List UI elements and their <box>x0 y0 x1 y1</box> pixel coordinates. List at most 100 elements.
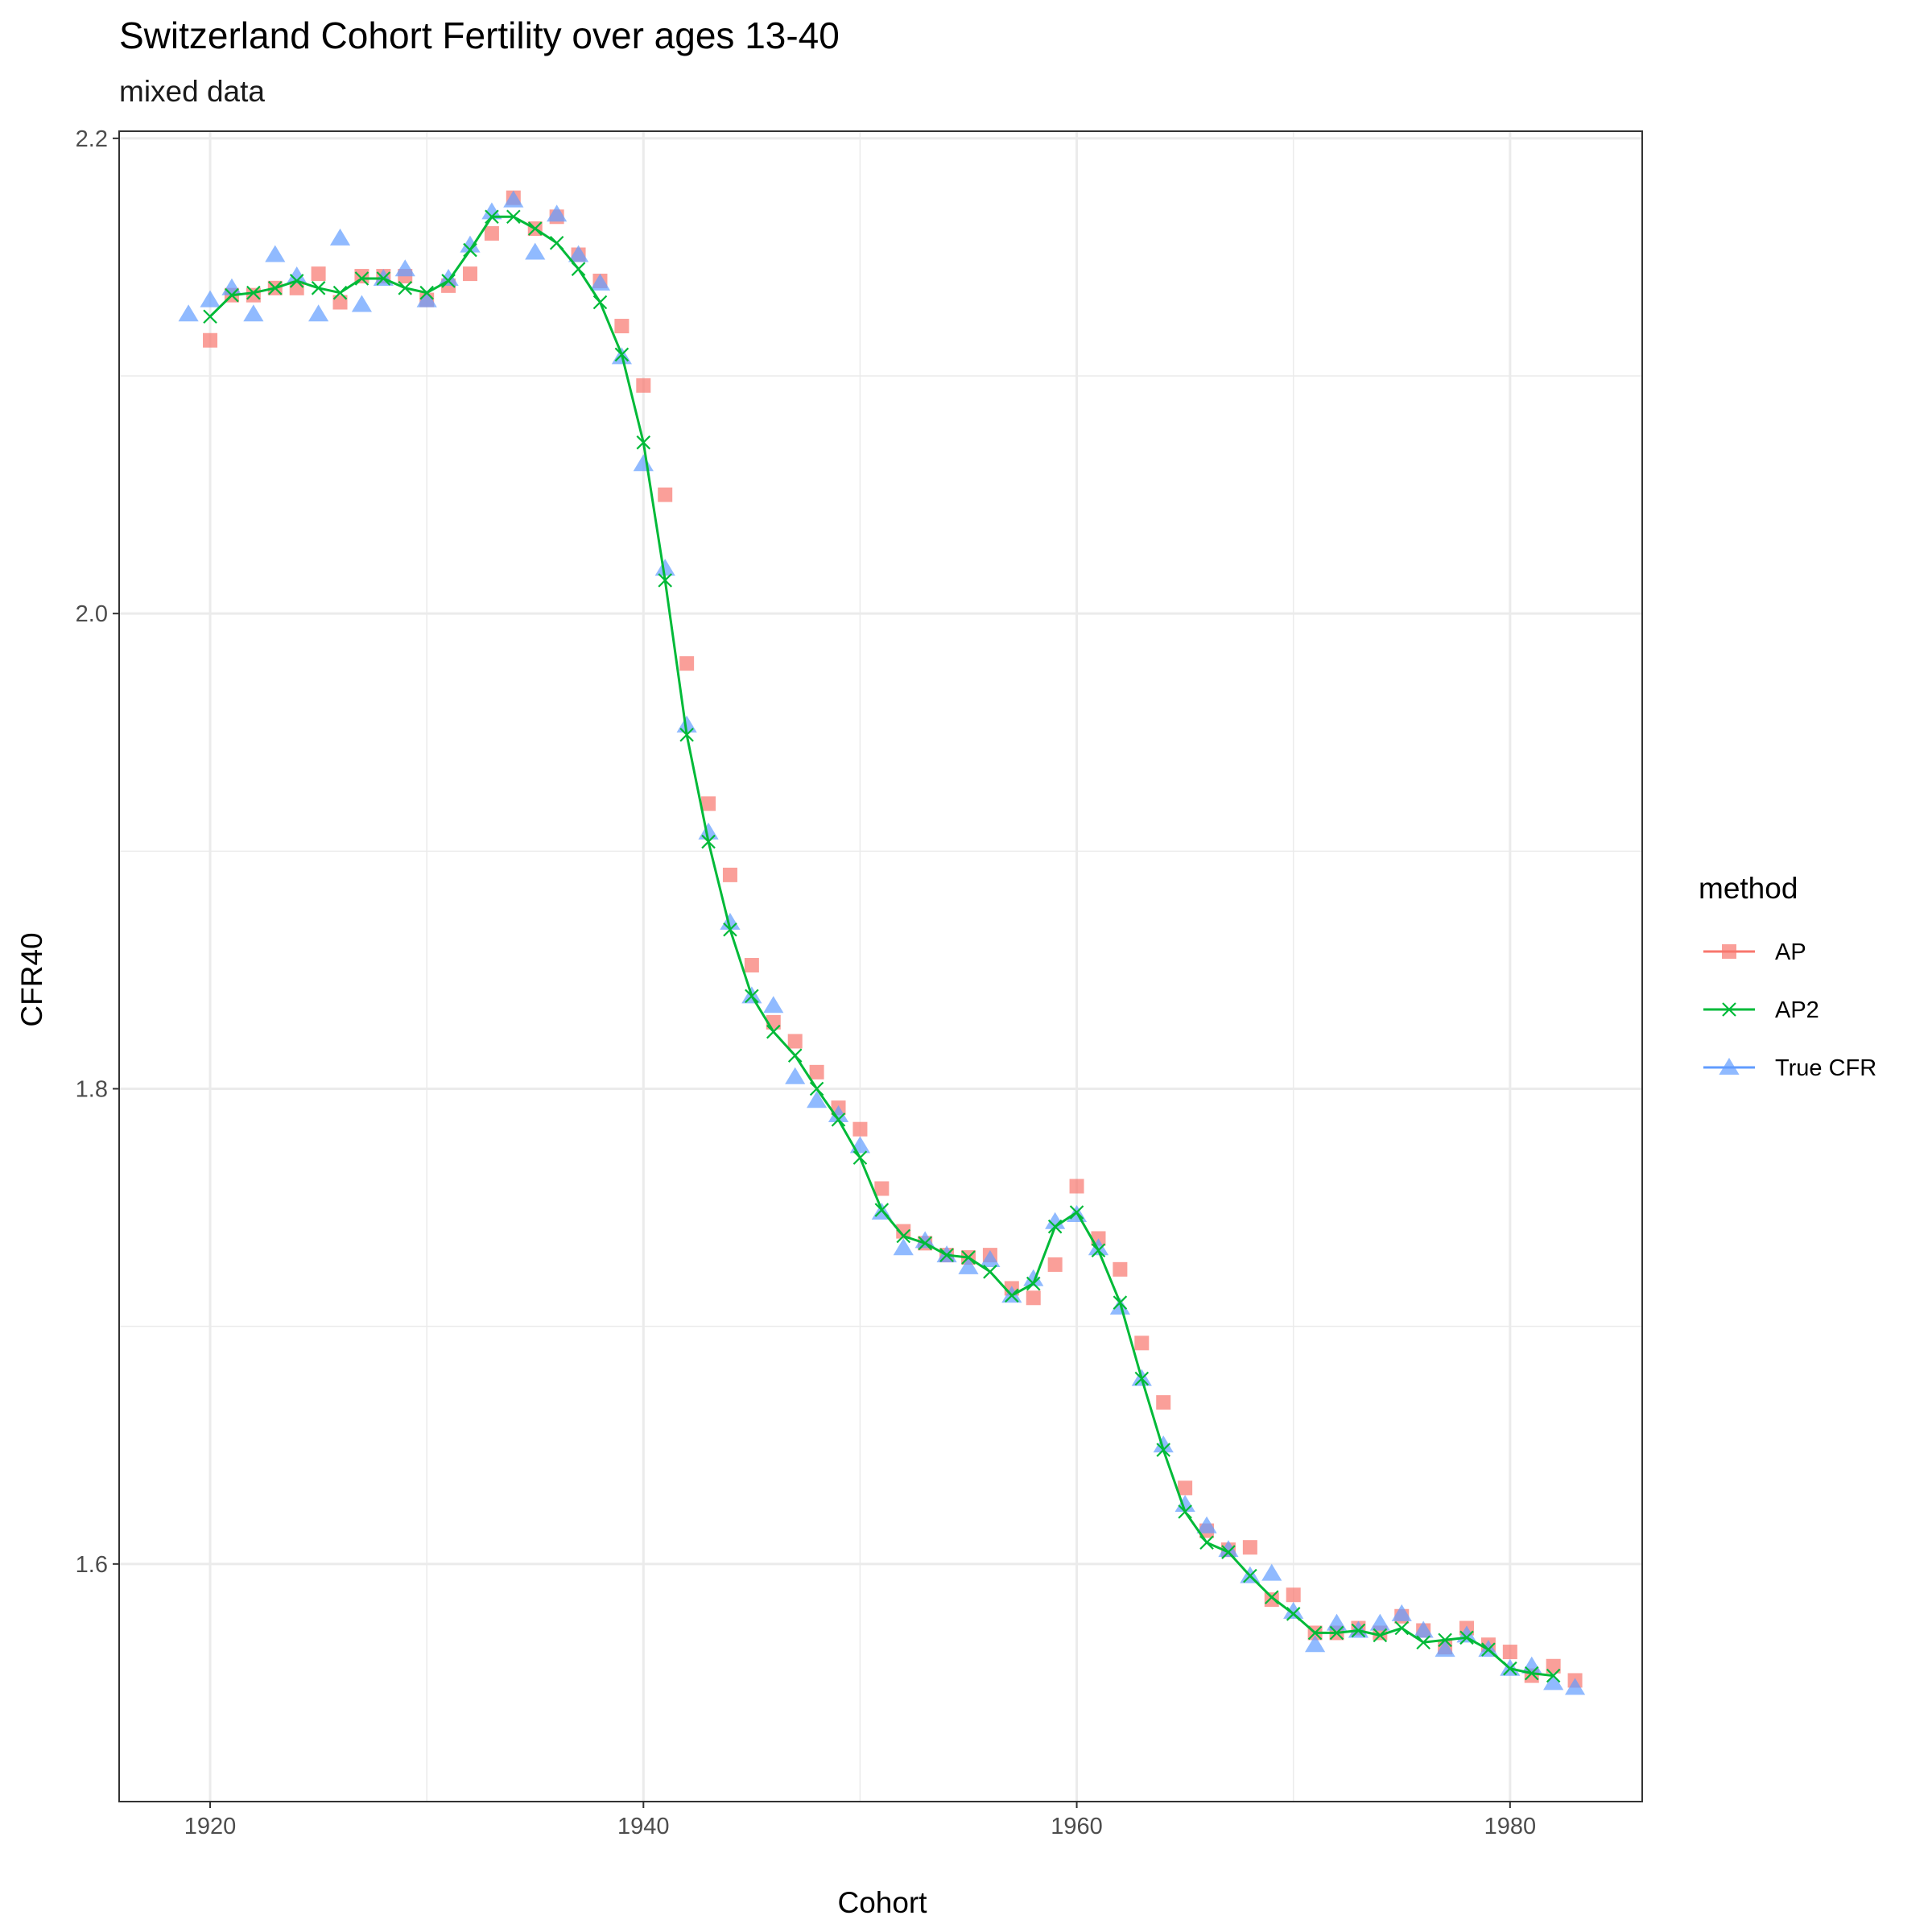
data-point-ap2 <box>614 347 630 362</box>
data-point-ap2 <box>1416 1635 1430 1650</box>
data-point-ap <box>614 319 630 334</box>
data-point-ap2 <box>983 1265 997 1279</box>
x-axis: 1920 1940 1960 1980 <box>184 1802 1536 1839</box>
data-point-ap2 <box>1373 1628 1388 1643</box>
data-point-ap2 <box>463 242 477 258</box>
data-point-ap2 <box>1459 1630 1474 1645</box>
data-point-ap2 <box>1069 1205 1084 1220</box>
data-point-ap2 <box>1156 1443 1170 1457</box>
data-point-true-cfr <box>525 242 546 260</box>
data-point-true-cfr <box>394 259 415 277</box>
data-point-ap2 <box>723 922 737 937</box>
data-point-true-cfr <box>1045 1212 1066 1229</box>
data-point-true-cfr <box>676 715 697 733</box>
data-point-ap2 <box>419 285 434 300</box>
data-point-ap <box>787 1034 803 1049</box>
data-point-ap2 <box>766 1024 781 1039</box>
chart-title: Switzerland Cohort Fertility over ages 1… <box>119 14 840 56</box>
data-point-true-cfr <box>1564 1678 1586 1695</box>
data-point-true-cfr <box>503 190 524 208</box>
data-point-ap2 <box>1438 1633 1452 1648</box>
data-point-ap <box>896 1224 911 1239</box>
data-point-ap2 <box>1546 1668 1561 1683</box>
y-tick-label: 2.2 <box>76 126 108 152</box>
data-point-true-cfr <box>438 269 459 287</box>
legend-label: True CFR <box>1775 1055 1876 1081</box>
legend-key-marker <box>1719 1058 1740 1075</box>
series-ap2 <box>203 209 1561 1683</box>
data-point-true-cfr <box>1153 1435 1174 1453</box>
data-point-true-cfr <box>589 273 611 291</box>
data-point-ap2 <box>246 285 261 300</box>
data-point-ap2 <box>332 285 348 300</box>
data-point-ap2 <box>745 989 759 1004</box>
data-point-ap <box>1113 1261 1128 1277</box>
data-point-true-cfr <box>1196 1516 1217 1534</box>
data-point-ap2 <box>658 573 672 588</box>
data-point-ap2 <box>918 1236 932 1251</box>
major-gridlines <box>119 131 1642 1802</box>
data-point-ap2 <box>1091 1243 1106 1257</box>
legend-key-marker <box>1722 1002 1736 1017</box>
data-point-ap2 <box>225 287 239 303</box>
data-point-ap <box>246 287 261 303</box>
y-tick-label: 1.6 <box>76 1552 108 1578</box>
data-point-ap <box>462 266 477 282</box>
data-point-true-cfr <box>1261 1563 1282 1581</box>
data-point-true-cfr <box>568 245 589 262</box>
plot-panel <box>118 130 1643 1802</box>
data-point-true-cfr <box>243 304 264 322</box>
data-point-ap2 <box>939 1248 954 1262</box>
legend-key-marker <box>1722 944 1736 959</box>
data-point-ap2 <box>1329 1625 1344 1641</box>
data-point-ap2 <box>267 281 283 295</box>
data-point-ap <box>679 656 695 671</box>
data-point-ap2 <box>354 271 369 286</box>
data-point-ap <box>1264 1592 1279 1608</box>
data-point-true-cfr <box>980 1250 1001 1268</box>
data-point-true-cfr <box>308 304 329 322</box>
data-point-ap2 <box>1394 1620 1410 1636</box>
data-point-ap2 <box>961 1250 976 1265</box>
x-axis-title: Cohort <box>837 1886 927 1919</box>
data-point-true-cfr <box>481 202 502 220</box>
data-point-ap2 <box>1307 1625 1323 1641</box>
data-point-true-cfr <box>1369 1613 1390 1631</box>
legend-label: AP <box>1775 939 1806 965</box>
data-point-ap <box>1026 1290 1041 1306</box>
data-point-true-cfr <box>807 1091 828 1108</box>
plot-panel-border <box>118 130 1643 1802</box>
data-point-ap2 <box>1481 1642 1496 1657</box>
data-point-ap <box>1502 1645 1517 1660</box>
x-tick-label: 1980 <box>1484 1814 1537 1839</box>
data-point-ap <box>636 378 651 393</box>
x-tick-label: 1940 <box>617 1814 670 1839</box>
data-point-true-cfr <box>329 228 351 246</box>
data-point-ap2 <box>289 274 304 288</box>
data-point-ap2 <box>701 834 716 849</box>
data-point-ap2 <box>831 1113 846 1127</box>
data-point-ap2 <box>809 1081 824 1096</box>
data-point-ap2 <box>1026 1276 1041 1291</box>
data-point-ap <box>701 796 716 811</box>
data-point-ap2 <box>1047 1219 1063 1234</box>
legend-title: method <box>1699 872 1798 905</box>
data-point-ap2 <box>485 209 499 225</box>
data-point-ap2 <box>1199 1535 1214 1550</box>
data-point-ap2 <box>441 274 456 288</box>
data-point-true-cfr <box>1435 1640 1455 1657</box>
legend-keys: AP AP2 True CFR <box>1703 939 1876 1081</box>
data-point-ap2 <box>1113 1295 1128 1310</box>
data-point-ap2 <box>398 281 413 295</box>
data-point-true-cfr <box>698 822 719 840</box>
data-point-ap <box>1069 1179 1084 1194</box>
data-point-true-cfr <box>265 245 286 262</box>
data-point-ap2 <box>852 1150 868 1165</box>
data-point-true-cfr <box>547 204 568 222</box>
data-point-true-cfr <box>1326 1613 1348 1631</box>
data-point-true-cfr <box>828 1104 849 1122</box>
data-point-ap <box>1286 1587 1301 1603</box>
data-point-ap <box>874 1181 890 1196</box>
data-point-ap2 <box>679 727 694 742</box>
